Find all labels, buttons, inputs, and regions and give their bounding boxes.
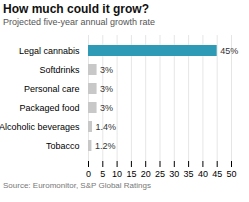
svg-text:3%: 3% — [100, 84, 113, 94]
svg-text:45%: 45% — [220, 46, 238, 56]
svg-text:Tobacco: Tobacco — [46, 141, 80, 151]
svg-text:1.2%: 1.2% — [95, 141, 116, 151]
svg-text:30: 30 — [169, 169, 179, 179]
svg-text:15: 15 — [126, 169, 136, 179]
svg-text:Packaged food: Packaged food — [19, 103, 79, 113]
svg-text:Softdrinks: Softdrinks — [39, 65, 80, 75]
svg-text:5: 5 — [100, 169, 105, 179]
svg-text:3%: 3% — [100, 103, 113, 113]
svg-text:50: 50 — [226, 169, 236, 179]
html-text:How much could it grow?: How much could it grow? — [3, 2, 149, 16]
svg-text:Alcoholic beverages: Alcoholic beverages — [0, 122, 80, 132]
svg-text:Personal care: Personal care — [24, 84, 80, 94]
svg-text:25: 25 — [155, 169, 165, 179]
html-text:Source: Euromonitor, S&P Globa: Source: Euromonitor, S&P Global Ratings — [3, 181, 151, 190]
svg-text:40: 40 — [198, 169, 208, 179]
svg-text:1.4%: 1.4% — [96, 122, 117, 132]
html-text:Projected five-year annual gro: Projected five-year annual growth rate — [3, 17, 156, 27]
svg-text:45: 45 — [212, 169, 222, 179]
svg-text:10: 10 — [112, 169, 122, 179]
svg-text:35: 35 — [184, 169, 194, 179]
svg-text:0: 0 — [86, 169, 91, 179]
svg-text:20: 20 — [141, 169, 151, 179]
svg-text:Legal cannabis: Legal cannabis — [19, 46, 80, 56]
svg-text:3%: 3% — [100, 65, 113, 75]
